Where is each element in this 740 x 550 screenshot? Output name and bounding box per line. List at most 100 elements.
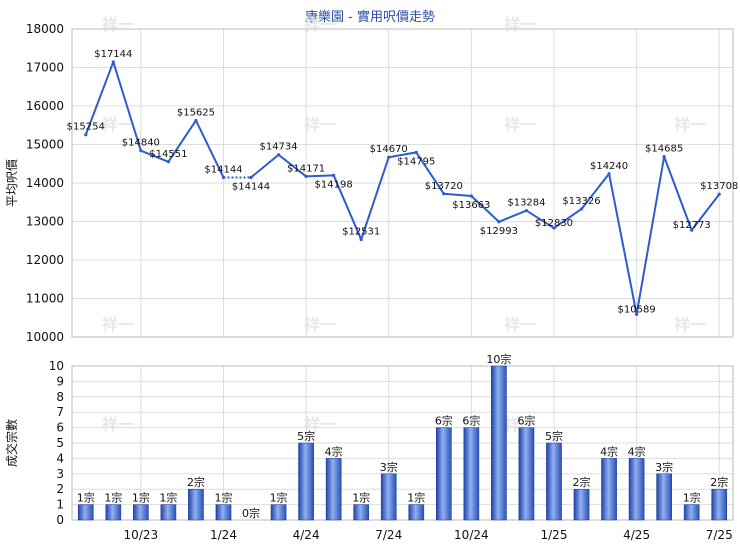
bar-chart-ytick-label: 3 bbox=[56, 467, 64, 481]
bar-chart-data-label: 2宗 bbox=[573, 475, 591, 489]
line-chart-point bbox=[139, 149, 143, 153]
bar-chart-ytick-label: 6 bbox=[56, 421, 64, 435]
line-chart-series-segment bbox=[306, 174, 334, 178]
line-chart-data-label: $14734 bbox=[259, 142, 297, 153]
watermark-text: 祥一 bbox=[674, 315, 706, 334]
line-chart-data-label: $14198 bbox=[315, 179, 353, 190]
bar-chart-data-label: 5宗 bbox=[297, 429, 315, 443]
watermark-text: 祥一 bbox=[504, 315, 536, 334]
bar-chart-xtick-label: 4/25 bbox=[623, 528, 650, 542]
line-chart-series-segment bbox=[415, 151, 445, 195]
line-chart-data-label: $13663 bbox=[452, 200, 490, 211]
line-chart-point bbox=[84, 133, 88, 137]
bar-chart-data-label: 1宗 bbox=[683, 491, 701, 505]
line-chart-point bbox=[304, 174, 308, 179]
bar-chart-ytick-label: 0 bbox=[56, 513, 64, 527]
bar-chart-data-label: 6宗 bbox=[462, 414, 480, 428]
line-chart-series-segment bbox=[608, 173, 638, 315]
bar-chart-bar bbox=[518, 427, 535, 521]
line-chart-data-label: $10589 bbox=[618, 304, 656, 315]
line-chart-series-segment bbox=[525, 209, 555, 229]
watermark-text: 祥一 bbox=[102, 315, 134, 334]
line-chart-point bbox=[497, 220, 501, 224]
line-chart-data-label: $12993 bbox=[480, 226, 518, 237]
bar-chart-ylabel: 成交宗數 bbox=[4, 419, 19, 467]
line-chart-data-label: $13326 bbox=[562, 196, 600, 207]
line-chart-series-segment bbox=[580, 173, 610, 210]
bar-chart-bar bbox=[683, 504, 700, 521]
line-chart-point bbox=[249, 175, 253, 180]
line-chart-point bbox=[442, 192, 446, 196]
line-chart-point bbox=[166, 160, 170, 164]
price-line-chart: 10000 11000 12000 13000 14000 15000 16000 17000… bbox=[5, 22, 738, 344]
line-chart-data-label: $14144 bbox=[232, 181, 270, 192]
line-chart-series-segment bbox=[553, 208, 583, 229]
bar-chart-bar bbox=[408, 504, 425, 521]
line-chart-data-label: $15625 bbox=[177, 107, 215, 118]
bar-chart-bar bbox=[215, 504, 232, 521]
bar-chart-bar bbox=[711, 488, 728, 521]
bar-chart-data-label: 4宗 bbox=[325, 444, 343, 458]
line-chart-ytick-label: 13000 bbox=[26, 215, 64, 229]
line-chart-ytick-label: 18000 bbox=[26, 22, 64, 36]
line-chart-series-segment bbox=[332, 174, 363, 240]
bar-chart-xtick-label: 10/24 bbox=[454, 528, 489, 542]
line-chart-data-label: $17144 bbox=[94, 49, 132, 60]
line-chart-data-label: $13708 bbox=[700, 181, 738, 192]
bar-chart-bar bbox=[628, 458, 645, 521]
bar-chart-bar bbox=[77, 504, 94, 521]
bar-chart-data-label: 1宗 bbox=[159, 491, 177, 505]
chart-title: 康樂園 - 實用呎價走勢 bbox=[305, 10, 435, 25]
watermark-text: 祥一 bbox=[102, 415, 134, 434]
line-chart-series-segment bbox=[498, 209, 527, 223]
bar-chart-data-label: 1宗 bbox=[270, 491, 288, 505]
bar-chart-bar bbox=[435, 427, 452, 521]
bar-chart-xtick-label: 7/24 bbox=[375, 528, 402, 542]
line-chart-point bbox=[552, 226, 556, 230]
bar-chart-data-label: 1宗 bbox=[77, 491, 95, 505]
bar-chart-bar bbox=[656, 473, 672, 521]
line-chart-series-segment bbox=[360, 156, 390, 240]
bar-chart-ytick-label: 4 bbox=[56, 451, 64, 465]
line-chart-series-segment bbox=[388, 151, 417, 159]
bar-chart-data-label: 2宗 bbox=[187, 475, 205, 489]
line-chart-data-label: $14840 bbox=[122, 138, 160, 149]
line-chart-data-label: $14685 bbox=[645, 144, 683, 155]
line-chart-point bbox=[635, 312, 639, 316]
line-chart-ylabel: 平均呎價 bbox=[5, 159, 19, 207]
bar-chart-ytick-label: 2 bbox=[56, 482, 64, 496]
line-chart-data-label: $14551 bbox=[149, 149, 187, 160]
line-chart-point bbox=[469, 194, 473, 198]
bar-chart-data-label: 1宗 bbox=[214, 491, 232, 505]
line-chart-series-segment bbox=[112, 61, 142, 151]
bar-chart-bar bbox=[546, 442, 562, 521]
line-chart-ytick-label: 14000 bbox=[26, 176, 64, 190]
bar-chart-bar bbox=[353, 504, 370, 521]
line-chart-point bbox=[276, 153, 281, 157]
watermark-text: 祥一 bbox=[102, 115, 134, 134]
line-chart-data-label: $12773 bbox=[673, 220, 711, 231]
line-chart-data-label: $14171 bbox=[287, 163, 325, 174]
bar-chart-bar bbox=[325, 458, 342, 521]
line-chart-data-label: $12830 bbox=[535, 218, 573, 229]
line-chart-series-segment bbox=[195, 120, 225, 178]
watermark-text: 祥一 bbox=[304, 15, 336, 34]
line-chart-ytick-label: 17000 bbox=[26, 61, 64, 75]
line-chart-point bbox=[359, 237, 363, 242]
line-chart-ytick-label: 15000 bbox=[26, 138, 64, 152]
bar-chart-ytick-label: 7 bbox=[56, 405, 64, 419]
line-chart-data-label: $12531 bbox=[342, 227, 380, 238]
volume-bar-chart: 01 23 456 78 910 成交宗數 1宗 1宗 1宗 1宗 2宗 1宗 0宗 1宗 5宗 4宗 1宗 3宗… bbox=[4, 352, 734, 542]
watermark-text: 祥一 bbox=[674, 115, 706, 134]
watermark-text: 祥一 bbox=[304, 415, 336, 434]
line-chart-data-label: $15254 bbox=[67, 122, 105, 133]
line-chart-series-segment bbox=[84, 61, 115, 136]
watermark-text: 祥一 bbox=[102, 15, 134, 34]
bar-chart-data-label: 2宗 bbox=[710, 475, 728, 489]
bar-chart-bar bbox=[298, 442, 314, 521]
bar-chart-data-label: 1宗 bbox=[352, 491, 370, 505]
bar-chart-ytick-label: 10 bbox=[49, 359, 64, 373]
bar-chart-bar bbox=[105, 504, 122, 521]
